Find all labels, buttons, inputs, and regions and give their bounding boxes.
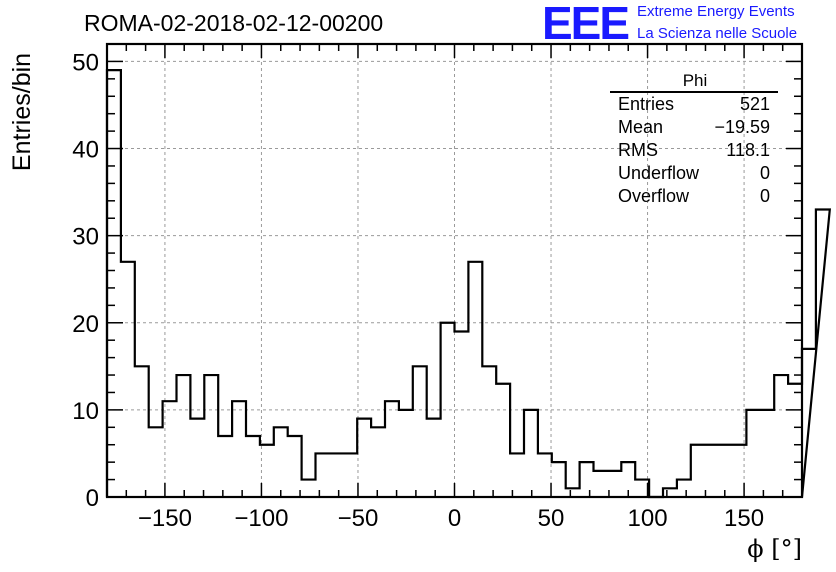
stats-label: Underflow: [618, 163, 700, 183]
x-tick-label: −150: [138, 505, 192, 532]
x-tick-label: −50: [338, 505, 379, 532]
stats-value: 118.1: [726, 140, 770, 160]
x-axis-label: ϕ [°]: [747, 535, 802, 563]
stats-value: 521: [740, 94, 770, 114]
stats-box: Phi Entries 521 Mean −19.59 RMS 118.1 Underflo…: [610, 71, 778, 206]
stats-title: Phi: [683, 71, 708, 90]
y-axis: 0 10 20 30 40 50: [72, 43, 802, 512]
stats-label: Mean: [618, 117, 663, 137]
y-tick-label: 10: [72, 398, 99, 425]
y-tick-label: 20: [72, 311, 99, 338]
stats-value: 0: [760, 186, 770, 206]
y-tick-label: 50: [72, 49, 99, 76]
grid-lines: [107, 44, 802, 497]
x-axis: −150 −100 −50 0 50 100 150: [106, 44, 803, 532]
x-tick-label: 100: [628, 505, 668, 532]
run-title: ROMA-02-2018-02-12-00200: [84, 10, 384, 36]
stats-label: RMS: [618, 140, 658, 160]
logo-line-2: La Scienza nelle Scuole: [637, 25, 798, 42]
y-tick-label: 40: [72, 137, 99, 164]
eee-logo: EEE: [542, 0, 630, 49]
stats-label: Overflow: [618, 186, 690, 206]
x-tick-label: 150: [724, 505, 764, 532]
y-tick-label: 0: [86, 485, 99, 512]
stats-value: 0: [760, 163, 770, 183]
x-tick-label: 0: [448, 505, 461, 532]
stats-label: Entries: [618, 94, 674, 114]
x-tick-label: 50: [538, 505, 565, 532]
x-tick-label: −100: [234, 505, 288, 532]
y-tick-label: 30: [72, 224, 99, 251]
stats-value: −19.59: [714, 117, 770, 137]
histogram-step-line: [105, 69, 832, 499]
y-axis-label: Entries/bin: [8, 53, 36, 171]
logo-line-1: Extreme Energy Events: [637, 3, 795, 20]
